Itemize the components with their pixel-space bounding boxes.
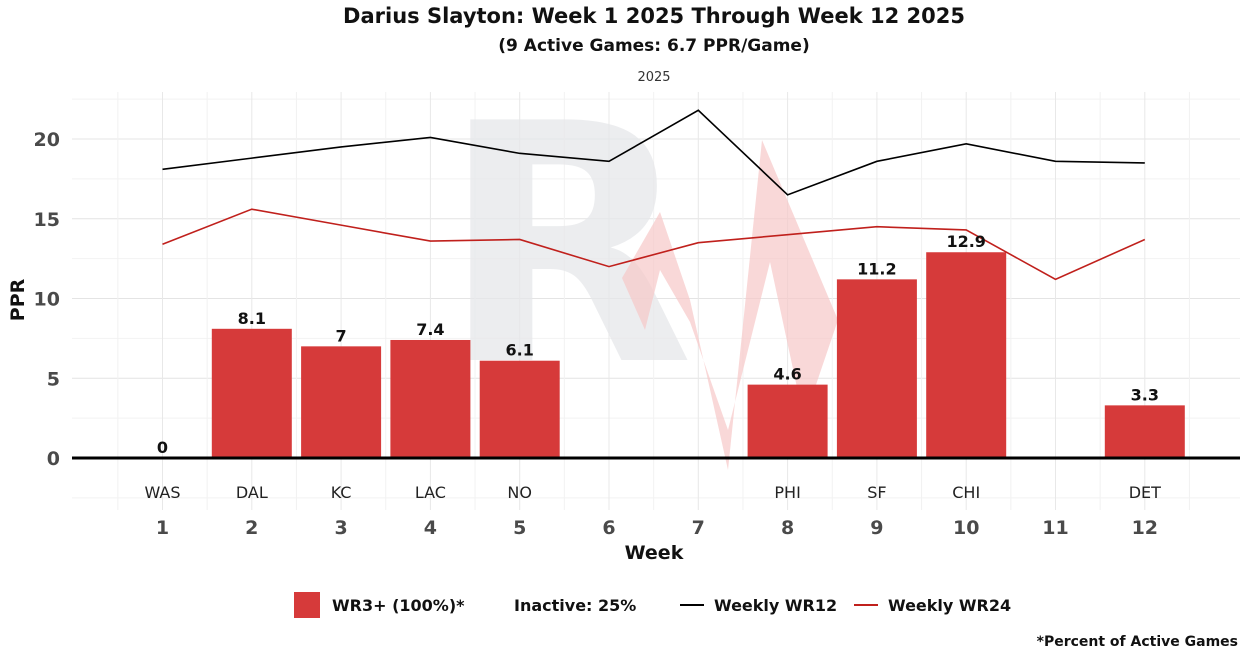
legend-wr24-line [854, 604, 878, 606]
x-tick-label: 7 [692, 517, 705, 539]
y-axis-title: PPR [7, 278, 29, 321]
legend-wr12-item: Weekly WR12 [680, 590, 837, 620]
facet-label: 2025 [637, 70, 671, 85]
x-tick-label: 12 [1132, 517, 1158, 539]
y-tick-label: 0 [47, 448, 60, 470]
legend-bar-label: WR3+ (100%)* [332, 595, 465, 615]
opponent-label: KC [331, 483, 352, 502]
bar-week-9 [836, 279, 917, 458]
bar-week-8 [747, 384, 828, 458]
bar-week-12 [1104, 405, 1185, 458]
x-tick-label: 9 [870, 517, 883, 539]
line-layer [162, 109, 1146, 281]
opponent-label: PHI [774, 483, 800, 502]
bar-week-10 [926, 252, 1007, 458]
legend-bar-swatch [294, 592, 320, 618]
opponent-label: NO [507, 483, 532, 502]
bar-label-week-8: 4.6 [773, 365, 801, 384]
bar-label-week-12: 3.3 [1131, 385, 1159, 404]
bar-week-3 [301, 346, 382, 458]
legend-wr12-line [680, 604, 704, 606]
bar-week-4 [390, 339, 471, 458]
series-line-weekly-wr12 [162, 109, 1145, 196]
bar-label-week-3: 7 [336, 326, 347, 345]
bar-label-week-10: 12.9 [946, 232, 985, 251]
x-tick-label: 4 [424, 517, 437, 539]
grid-layer [72, 92, 1240, 510]
opponent-label: SF [867, 483, 886, 502]
legend-bar-item: WR3+ (100%)* [294, 590, 465, 620]
watermark-w-glyph [622, 140, 838, 470]
x-axis-title: Week [625, 542, 684, 564]
bar-label-week-4: 7.4 [416, 320, 444, 339]
bar-label-week-5: 6.1 [506, 341, 534, 360]
legend-inactive-item: Inactive: 25% [514, 590, 636, 620]
series-line-weekly-wr24 [162, 208, 1146, 281]
bar-label-week-9: 11.2 [857, 259, 896, 278]
legend-wr12-label: Weekly WR12 [714, 595, 838, 615]
opponent-label: WAS [144, 483, 180, 502]
y-tick-label: 15 [34, 209, 60, 231]
y-tick-label: 20 [34, 129, 60, 151]
legend-inactive-label: Inactive: 25% [514, 595, 637, 615]
bar-label-week-1: 0 [157, 438, 168, 457]
x-tick-label: 1 [156, 517, 169, 539]
x-tick-label: 6 [602, 517, 615, 539]
x-tick-label: 2 [245, 517, 258, 539]
bar-label-week-2: 8.1 [238, 309, 266, 328]
opponent-label: CHI [952, 483, 980, 502]
legend: WR3+ (100%)* Inactive: 25% Weekly WR12 W… [0, 590, 1248, 620]
x-tick-label: 8 [781, 517, 794, 539]
bar-week-5 [479, 360, 560, 458]
x-tick-label: 5 [513, 517, 526, 539]
chart-subtitle: (9 Active Games: 6.7 PPR/Game) [498, 36, 810, 56]
chart-title: Darius Slayton: Week 1 2025 Through Week… [343, 4, 965, 28]
y-tick-label: 5 [47, 368, 60, 390]
footnote: *Percent of Active Games [1036, 634, 1238, 650]
opponent-label: DAL [236, 483, 268, 502]
opponent-label: DET [1129, 483, 1161, 502]
legend-wr24-item: Weekly WR24 [854, 590, 1011, 620]
x-tick-label: 10 [953, 517, 979, 539]
bar-week-2 [211, 328, 292, 458]
y-tick-label: 10 [34, 289, 60, 311]
x-tick-label: 3 [334, 517, 347, 539]
x-tick-label: 11 [1042, 517, 1068, 539]
legend-wr24-label: Weekly WR24 [888, 595, 1012, 615]
bar-layer [211, 252, 1185, 458]
opponent-label: LAC [415, 483, 446, 502]
label-layer: 0 8.1 7 7.4 6.1 4.6 11.2 12.9 3.3 [157, 232, 1159, 457]
